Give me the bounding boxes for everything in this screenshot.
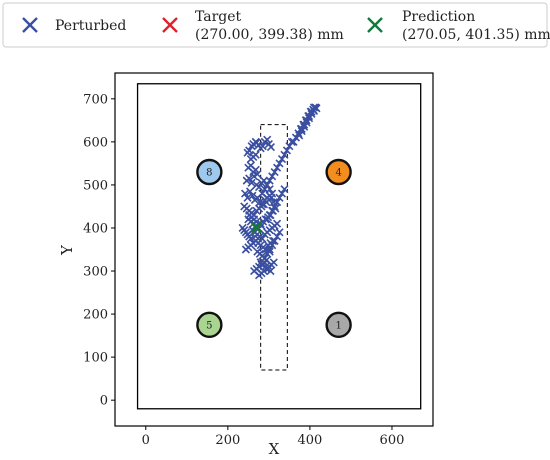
target-circle-label-4: 4 xyxy=(335,168,341,179)
perturbed-point xyxy=(273,163,282,172)
perturbed-point xyxy=(295,131,304,140)
legend-box xyxy=(2,2,548,48)
x-tick-label: 400 xyxy=(297,433,322,448)
perturbed-point xyxy=(245,174,254,183)
perturbed-point xyxy=(263,135,272,144)
perturbed-point xyxy=(241,189,250,198)
perturbed-point xyxy=(245,187,255,196)
perturbed-point xyxy=(275,159,284,168)
target-circle-label-1: 1 xyxy=(335,320,341,331)
perturbed-point xyxy=(273,232,282,241)
perturbed-point xyxy=(307,107,316,116)
legend-prediction-label: Prediction xyxy=(402,9,475,25)
perturbed-point xyxy=(265,176,274,185)
x-tick-label: 0 xyxy=(142,433,150,448)
perturbed-point xyxy=(245,146,254,155)
perturbed-point xyxy=(268,206,277,215)
perturbed-point xyxy=(266,266,275,276)
perturbed-point xyxy=(260,185,269,194)
legend-target-marker xyxy=(162,17,178,33)
perturbed-point xyxy=(265,245,274,254)
perturbed-point xyxy=(297,124,306,134)
perturbed-point xyxy=(254,183,264,192)
perturbed-point xyxy=(289,137,298,146)
perturbed-point xyxy=(277,189,287,198)
perturbed-point xyxy=(270,236,279,245)
perturbed-point xyxy=(263,180,272,189)
y-tick-label: 500 xyxy=(83,178,108,193)
y-tick-label: 300 xyxy=(83,265,108,280)
perturbed-point xyxy=(280,150,289,159)
legend-perturbed-marker xyxy=(22,17,38,33)
perturbed-point xyxy=(247,178,256,187)
y-tick-label: 0 xyxy=(100,394,108,409)
perturbed-point xyxy=(258,142,267,151)
perturbed-point xyxy=(254,234,263,243)
perturbed-point xyxy=(305,111,314,121)
legend-perturbed-label: Perturbed xyxy=(55,18,126,34)
prediction-point xyxy=(250,221,263,234)
perturbed-point xyxy=(275,193,284,202)
perturbed-point xyxy=(248,191,257,200)
perturbed-point xyxy=(269,258,278,267)
perturbed-point xyxy=(302,116,311,125)
target-circle-1 xyxy=(325,311,352,339)
perturbed-point xyxy=(246,234,255,243)
target-circle-4 xyxy=(325,158,352,186)
axis-ticks: 0 200 400 600 0 100 200 300 400 500 600 700 xyxy=(83,92,404,448)
perturbed-point xyxy=(280,185,289,194)
perturbed-point xyxy=(273,198,282,207)
perturbed-point xyxy=(270,167,279,177)
y-tick-label: 100 xyxy=(83,351,108,366)
legend-target-label: Target xyxy=(195,9,242,25)
perturbed-point xyxy=(258,189,267,198)
perturbed-point xyxy=(297,127,306,136)
perturbed-point xyxy=(275,228,284,237)
target-circle-label-8: 8 xyxy=(206,168,212,179)
perturbed-point xyxy=(267,193,276,202)
legend-prediction-marker xyxy=(367,17,383,33)
y-tick-label: 700 xyxy=(83,92,108,107)
perturbed-point xyxy=(282,146,291,155)
legend-prediction-coords: (270.05, 401.35) mm xyxy=(402,27,550,43)
x-tick-label: 600 xyxy=(380,433,405,448)
y-axis-label: Y xyxy=(58,244,76,256)
perturbed-point xyxy=(300,120,309,129)
perturbed-point xyxy=(309,103,319,112)
x-tick-label: 200 xyxy=(215,433,240,448)
perturbed-point xyxy=(251,165,260,174)
y-tick-label: 600 xyxy=(83,135,108,150)
perturbed-point xyxy=(262,256,271,265)
perturbed-point xyxy=(251,150,260,159)
perturbed-point xyxy=(250,172,259,181)
perturbed-point xyxy=(265,210,274,220)
perturbed-point xyxy=(263,249,272,258)
target-circle-8 xyxy=(196,158,223,186)
dashed-region xyxy=(260,124,288,371)
perturbed-point xyxy=(263,215,272,224)
perturbed-point xyxy=(266,142,275,152)
perturbed-point xyxy=(268,241,277,250)
y-tick-label: 400 xyxy=(83,221,108,236)
perturbed-point xyxy=(273,219,282,228)
x-axis-label: X xyxy=(269,440,280,458)
perturbed-point xyxy=(312,104,321,113)
arena-boundary xyxy=(136,83,422,410)
perturbed-point xyxy=(270,202,279,211)
perturbed-point xyxy=(243,193,252,202)
perturbed-point xyxy=(268,172,277,181)
y-tick-label: 200 xyxy=(83,308,108,323)
target-circle-label-5: 5 xyxy=(206,320,212,331)
legend-target-coords: (270.00, 399.38) mm xyxy=(195,27,344,43)
plot-area xyxy=(114,72,434,427)
plot-content: 8 4 5 1 xyxy=(136,83,422,410)
perturbed-point xyxy=(277,155,287,164)
target-circle-5 xyxy=(196,311,223,339)
